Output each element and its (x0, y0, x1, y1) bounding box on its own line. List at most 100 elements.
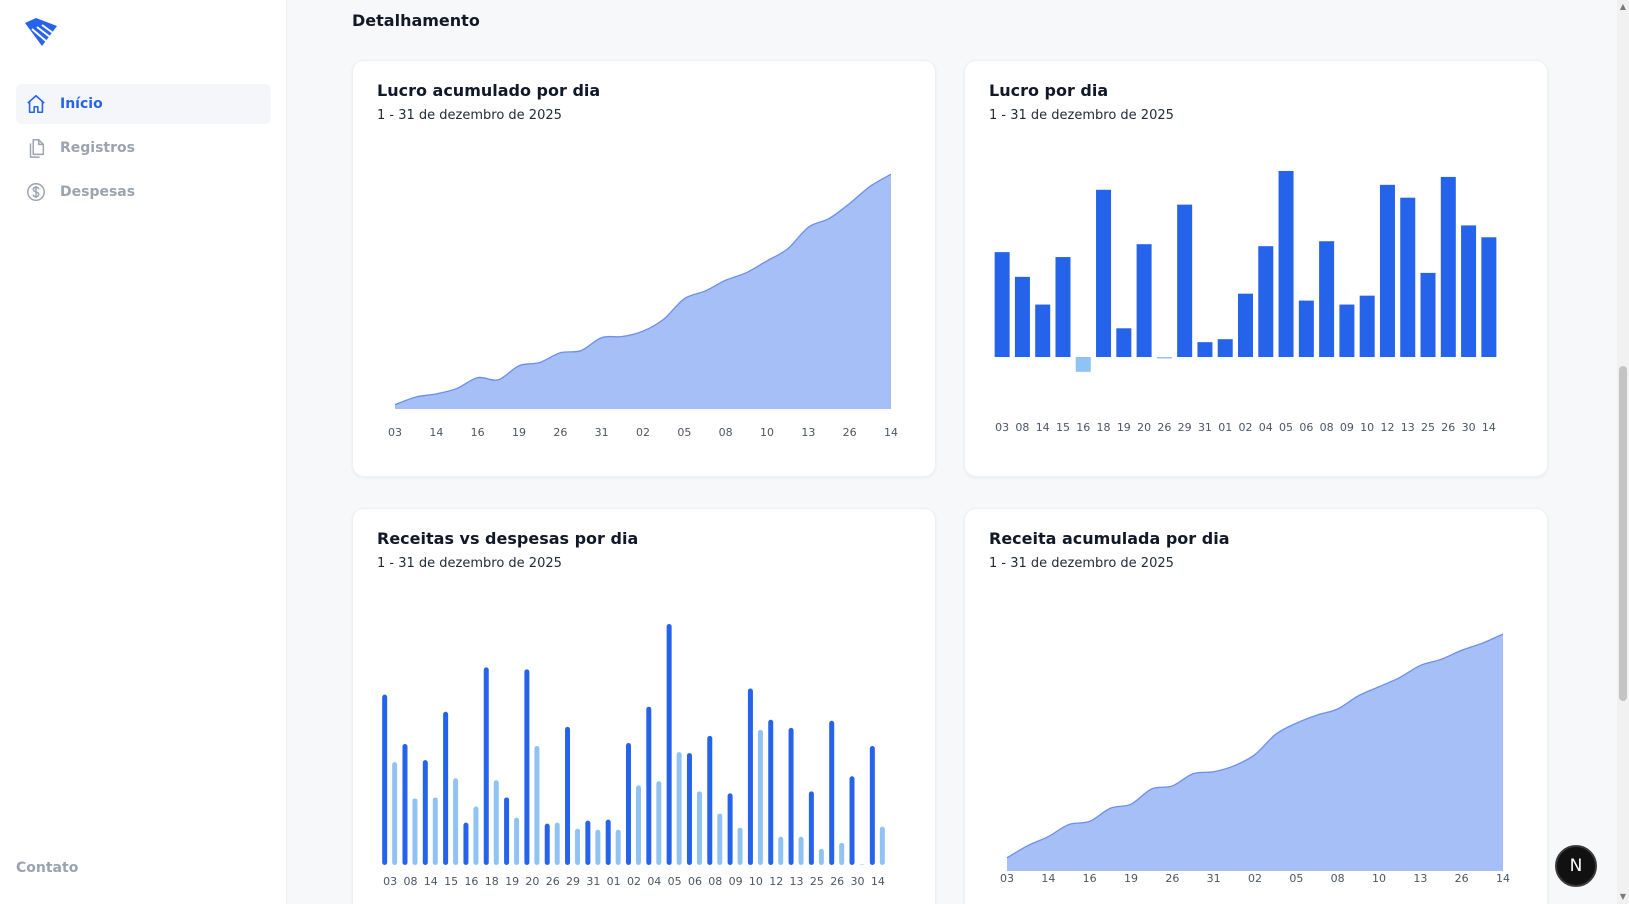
tick-label: 14 (1496, 872, 1510, 885)
tick-label: 05 (677, 426, 691, 439)
area-fill (1007, 634, 1503, 871)
home-icon (27, 94, 45, 114)
chart-card-receita-acumulada: Receita acumulada por dia 1 - 31 de deze… (964, 508, 1548, 904)
bar (636, 785, 641, 865)
bar (615, 829, 621, 865)
tick-label: 03 (383, 875, 397, 888)
bar (1420, 272, 1436, 357)
tick-label: 19 (505, 875, 519, 888)
tick-label: 14 (1036, 421, 1050, 434)
n-badge-icon[interactable]: N (1555, 845, 1597, 887)
bar (1481, 237, 1497, 357)
scroll-thumb[interactable] (1619, 366, 1627, 701)
contact-link[interactable]: Contato (16, 860, 79, 876)
bar (1197, 342, 1213, 357)
chart-subtitle: 1 - 31 de dezembro de 2025 (377, 556, 562, 571)
bar (534, 746, 540, 865)
bar (1096, 189, 1112, 357)
tick-label: 31 (595, 426, 609, 439)
scroll-up-icon[interactable]: ▲ (1619, 2, 1627, 11)
sidebar-item-registros[interactable]: Registros (16, 128, 271, 168)
bar (565, 726, 571, 865)
bar (1014, 276, 1030, 357)
tick-label: 06 (688, 875, 702, 888)
bar (818, 848, 824, 865)
sidebar-item-label: Despesas (60, 184, 136, 200)
sidebar-item-inicio[interactable]: Início (16, 84, 271, 124)
bar (1278, 170, 1294, 357)
bar (849, 776, 855, 865)
bar (554, 822, 560, 865)
scroll-down-icon[interactable]: ▼ (1619, 892, 1627, 901)
tick-label: 16 (471, 426, 485, 439)
tick-label: 10 (760, 426, 774, 439)
sidebar: Início Registros Despesas Contato (0, 0, 287, 904)
tick-label: 16 (1083, 872, 1097, 885)
tick-label: 08 (1320, 421, 1334, 434)
bar (839, 842, 845, 865)
section-title: Detalhamento (352, 11, 480, 30)
tick-label: 02 (1239, 421, 1253, 434)
tick-label: 20 (525, 875, 539, 888)
tick-label: 16 (1076, 421, 1090, 434)
bar (575, 828, 581, 865)
tick-label: 26 (553, 426, 567, 439)
tick-label: 18 (1097, 421, 1111, 434)
bar (1075, 357, 1091, 372)
tick-label: 13 (790, 875, 804, 888)
chart-title: Receitas vs despesas por dia (377, 529, 639, 548)
bar (869, 746, 875, 865)
tick-label: 14 (871, 875, 885, 888)
series-line (1006, 633, 1504, 859)
tick-label: 03 (388, 426, 402, 439)
tick-label: 03 (1000, 872, 1014, 885)
tick-label: 29 (566, 875, 580, 888)
sidebar-item-label: Registros (60, 140, 135, 156)
tick-label: 31 (1198, 421, 1212, 434)
bar (544, 823, 550, 865)
bar (646, 706, 652, 865)
bar (879, 826, 885, 865)
tick-label: 04 (647, 875, 661, 888)
bar (747, 688, 753, 865)
chart-subtitle: 1 - 31 de dezembro de 2025 (989, 108, 1174, 123)
tick-label: 25 (1421, 421, 1435, 434)
tick-label: 08 (403, 875, 417, 888)
bar (859, 864, 865, 865)
bar (514, 817, 520, 865)
tick-label: 12 (1380, 421, 1394, 434)
tick-label: 01 (607, 875, 621, 888)
tick-label: 25 (810, 875, 824, 888)
tick-label: 01 (1218, 421, 1232, 434)
tick-label: 10 (1372, 872, 1386, 885)
tick-label: 26 (830, 875, 844, 888)
bar (808, 791, 814, 865)
sidebar-item-despesas[interactable]: Despesas (16, 172, 271, 212)
bar (676, 752, 682, 865)
tick-label: 19 (512, 426, 526, 439)
bar (1116, 328, 1132, 357)
logo-icon[interactable] (24, 17, 58, 47)
tick-label: 10 (749, 875, 763, 888)
bar (1055, 257, 1071, 357)
tick-label: 26 (546, 875, 560, 888)
tick-label: 15 (444, 875, 458, 888)
bar (1379, 184, 1395, 357)
bar (656, 781, 662, 865)
bar (829, 720, 835, 865)
tick-label: 19 (1124, 872, 1138, 885)
tick-label: 26 (1157, 421, 1171, 434)
bar (392, 762, 398, 865)
tick-label: 09 (729, 875, 743, 888)
scrollbar[interactable]: ▲ ▼ (1617, 0, 1629, 904)
bar (798, 836, 804, 865)
tick-label: 14 (884, 426, 898, 439)
chart-title: Receita acumulada por dia (989, 529, 1230, 548)
tick-label: 14 (429, 426, 443, 439)
chart-title: Lucro por dia (989, 81, 1109, 100)
tick-label: 16 (464, 875, 478, 888)
bar (1217, 339, 1233, 357)
tick-label: 29 (1178, 421, 1192, 434)
tick-label: 02 (627, 875, 641, 888)
chart-subtitle: 1 - 31 de dezembro de 2025 (377, 108, 562, 123)
